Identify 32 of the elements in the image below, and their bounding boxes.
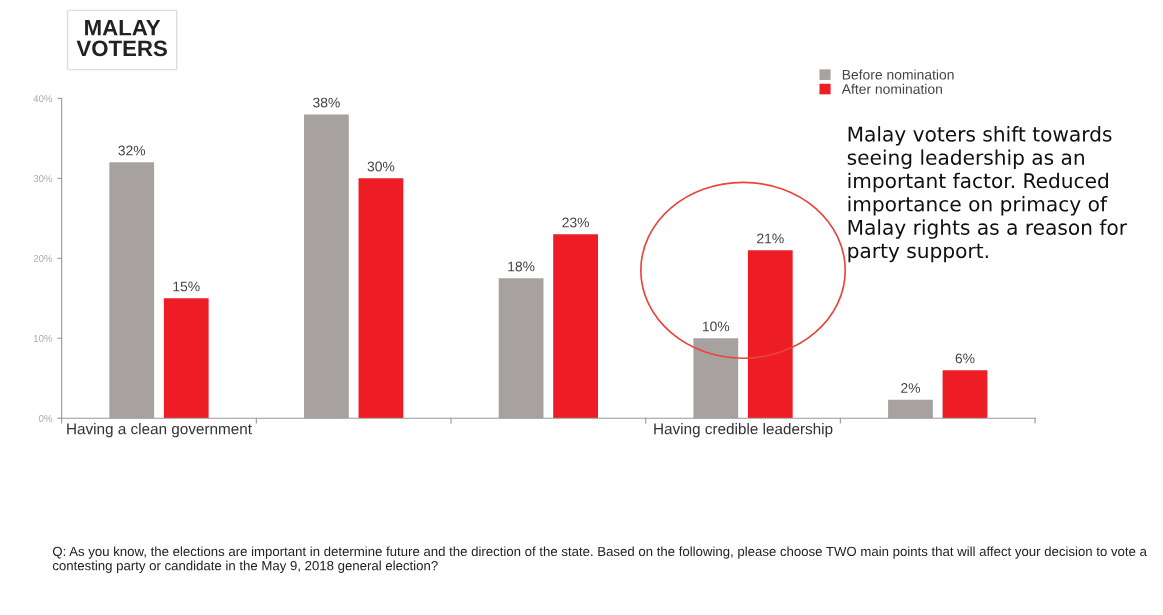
data-label: 2% (901, 383, 921, 393)
data-label: 32% (118, 145, 146, 156)
text: Q: As you know, the elections are important in determine future and the direction of the state. Based on the following, please choose TWO main points that will affect your decision to vote a contesting party or candidate in the May 9, 2018 general election? (52, 546, 1147, 573)
y-tick-label: 20% (33, 255, 53, 262)
data-label: 23% (562, 217, 590, 228)
bar (747, 250, 793, 419)
data-label: 15% (173, 281, 200, 292)
bar (553, 234, 598, 419)
data-label: 10% (702, 321, 730, 332)
bar (109, 162, 155, 419)
chart-title: MALAY VOTERS (76, 20, 167, 57)
bar (888, 399, 933, 419)
data-label: 30% (367, 161, 395, 172)
x-tick-label: Having credible leadership (654, 423, 833, 438)
y-tick-label: 0% (38, 414, 53, 422)
y-tick-label: 40% (33, 95, 53, 103)
y-tick-label: 30% (33, 175, 53, 182)
legend-label: Before nomination (842, 69, 954, 80)
bar (163, 298, 209, 419)
bar (693, 338, 739, 419)
bar (942, 370, 988, 419)
data-label: 38% (313, 97, 340, 108)
annotation: Malay voters shift towards seeing leadership as an important factor. Reduced importance on primacy of Malay rights as a reason for party support. (847, 126, 1128, 263)
bar (304, 114, 349, 419)
y-tick-label: 10% (33, 334, 53, 342)
bar (498, 278, 544, 419)
bar (358, 178, 404, 419)
legend-label: After nomination (841, 83, 942, 95)
data-label: 6% (955, 353, 975, 364)
data-label: 21% (757, 233, 784, 244)
data-label: 18% (508, 261, 535, 272)
x-tick-label: Having a clean government (67, 423, 252, 438)
